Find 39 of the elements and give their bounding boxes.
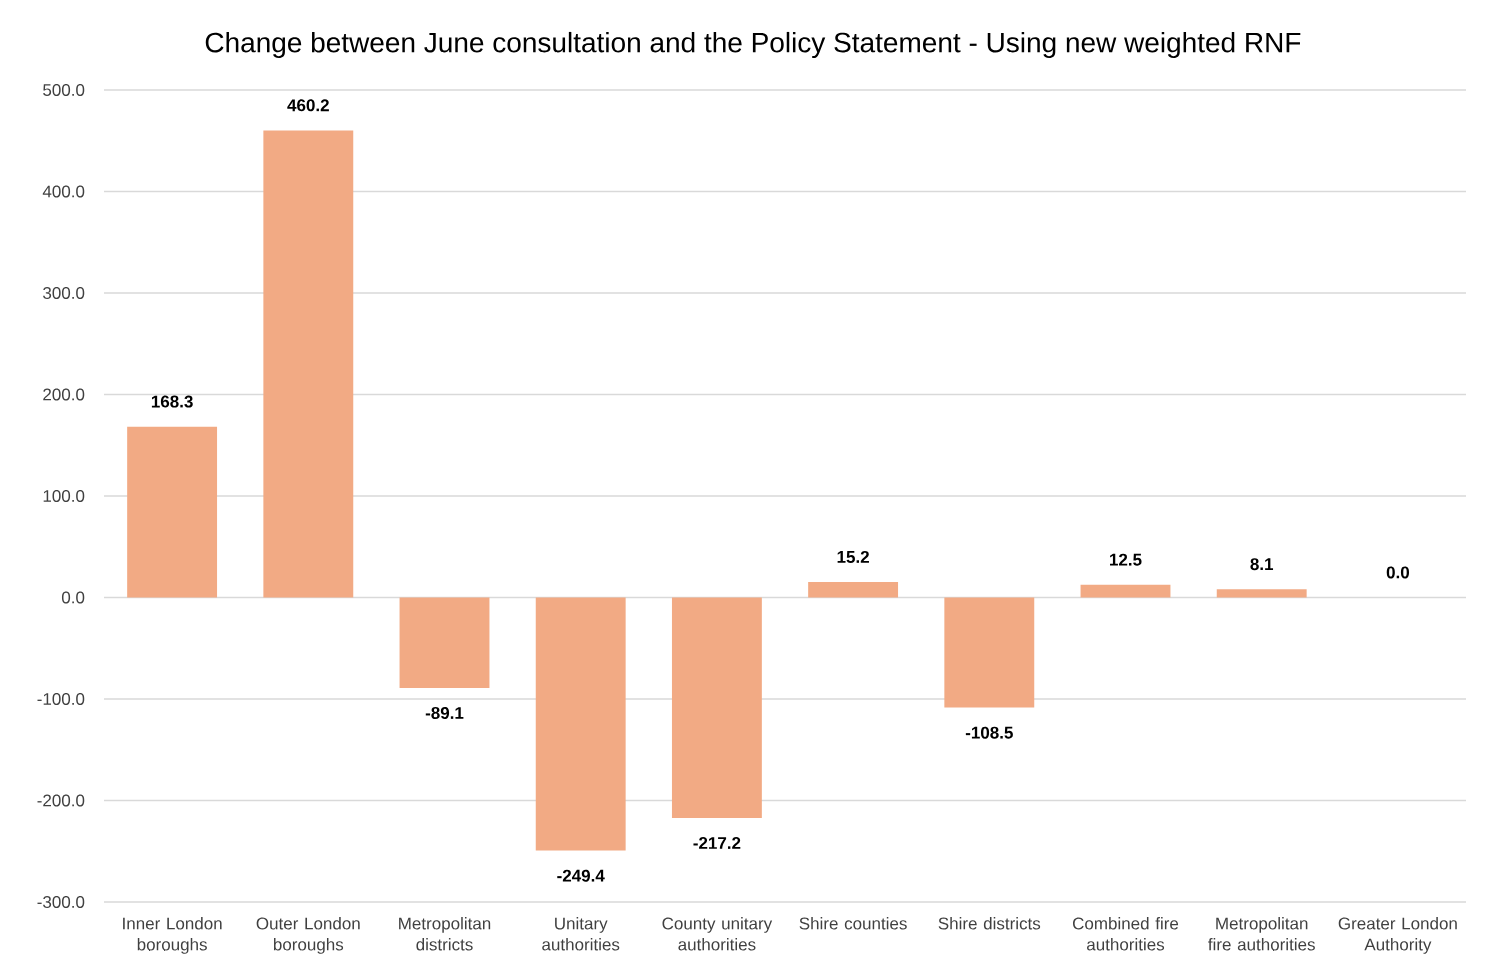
x-tick-label: County unitary authorities bbox=[662, 917, 773, 951]
y-tick-label: -300.0 bbox=[37, 895, 85, 908]
y-tick-label: 500.0 bbox=[43, 84, 85, 97]
bar bbox=[808, 582, 899, 598]
data-label: -249.4 bbox=[557, 869, 605, 882]
bar bbox=[671, 597, 762, 818]
bar bbox=[535, 597, 626, 851]
bar bbox=[399, 597, 490, 688]
x-tick-label: Outer London boroughs bbox=[256, 917, 360, 954]
y-tick-label: 200.0 bbox=[43, 388, 85, 401]
data-label: 15.2 bbox=[837, 550, 869, 563]
x-tick-label: Greater London Authority bbox=[1338, 917, 1457, 954]
bar bbox=[263, 130, 354, 598]
x-tick-label: Metropolitan districts bbox=[399, 917, 491, 951]
data-label: 8.1 bbox=[1250, 558, 1274, 571]
x-tick-label: Unitary authorities bbox=[542, 917, 620, 951]
chart-title: Change between June consultation and the Policy Statement - Using new weighted RNF bbox=[205, 31, 1301, 59]
data-label: 12.5 bbox=[1110, 553, 1142, 566]
x-tick-label: Metropolitan fire authorities bbox=[1208, 917, 1315, 951]
data-label: 460.2 bbox=[287, 99, 329, 112]
y-tick-label: 100.0 bbox=[43, 489, 85, 502]
y-tick-label: 300.0 bbox=[43, 287, 85, 300]
data-label: 0.0 bbox=[1386, 566, 1410, 579]
y-tick-label: 0.0 bbox=[61, 591, 85, 604]
data-label: -89.1 bbox=[425, 707, 464, 720]
y-tick-label: 400.0 bbox=[42, 185, 85, 198]
x-tick-label: Shire districts bbox=[938, 917, 1041, 930]
data-label: -217.2 bbox=[693, 837, 741, 849]
bar bbox=[1216, 589, 1307, 598]
bar bbox=[127, 426, 218, 598]
x-tick-label: Combined fire authorities bbox=[1072, 917, 1179, 951]
x-tick-label: Shire counties bbox=[799, 917, 907, 930]
y-tick-label: -100.0 bbox=[37, 692, 85, 705]
y-tick-label: -200.0 bbox=[37, 794, 85, 807]
bar bbox=[944, 597, 1035, 708]
data-label: 168.3 bbox=[151, 395, 193, 408]
data-label: -108.5 bbox=[965, 726, 1013, 739]
x-tick-label: Inner London boroughs bbox=[123, 917, 222, 954]
bar bbox=[1080, 584, 1171, 598]
